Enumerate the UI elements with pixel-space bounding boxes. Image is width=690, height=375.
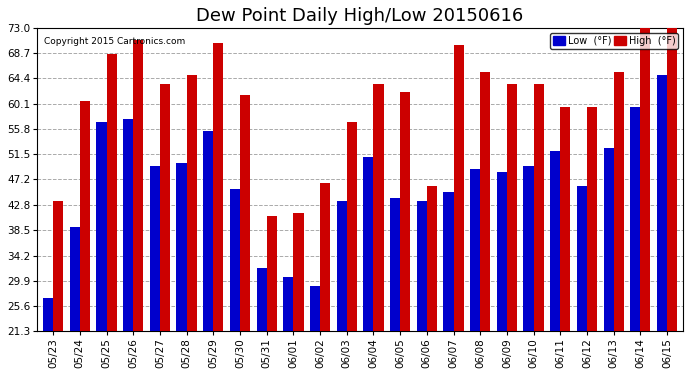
Bar — [400, 92, 411, 331]
Bar — [186, 75, 197, 331]
Bar — [310, 286, 320, 331]
Bar — [667, 28, 677, 331]
Bar — [390, 198, 400, 331]
Bar — [470, 169, 480, 331]
Bar — [550, 151, 560, 331]
Bar — [80, 101, 90, 331]
Bar — [257, 268, 266, 331]
Bar — [587, 107, 597, 331]
Bar — [417, 201, 427, 331]
Bar — [480, 72, 491, 331]
Bar — [507, 84, 517, 331]
Bar — [373, 84, 384, 331]
Bar — [640, 28, 651, 331]
Bar — [337, 201, 347, 331]
Bar — [453, 45, 464, 331]
Bar — [320, 183, 331, 331]
Bar — [123, 119, 133, 331]
Bar — [230, 189, 240, 331]
Bar — [266, 216, 277, 331]
Bar — [106, 54, 117, 331]
Bar — [213, 42, 224, 331]
Bar — [293, 213, 304, 331]
Bar — [613, 72, 624, 331]
Bar — [203, 130, 213, 331]
Bar — [604, 148, 613, 331]
Bar — [630, 107, 640, 331]
Bar — [283, 277, 293, 331]
Bar — [240, 95, 250, 331]
Bar — [533, 84, 544, 331]
Bar — [364, 157, 373, 331]
Bar — [444, 192, 453, 331]
Text: Copyright 2015 Cartronics.com: Copyright 2015 Cartronics.com — [43, 37, 185, 46]
Bar — [133, 40, 144, 331]
Bar — [524, 166, 533, 331]
Bar — [560, 107, 571, 331]
Bar — [43, 298, 53, 331]
Bar — [347, 122, 357, 331]
Title: Dew Point Daily High/Low 20150616: Dew Point Daily High/Low 20150616 — [197, 7, 524, 25]
Bar — [577, 186, 587, 331]
Bar — [160, 84, 170, 331]
Bar — [657, 75, 667, 331]
Legend: Low  (°F), High  (°F): Low (°F), High (°F) — [550, 33, 678, 49]
Bar — [427, 186, 437, 331]
Bar — [177, 163, 186, 331]
Bar — [497, 172, 507, 331]
Bar — [97, 122, 106, 331]
Bar — [53, 201, 63, 331]
Bar — [150, 166, 160, 331]
Bar — [70, 227, 80, 331]
